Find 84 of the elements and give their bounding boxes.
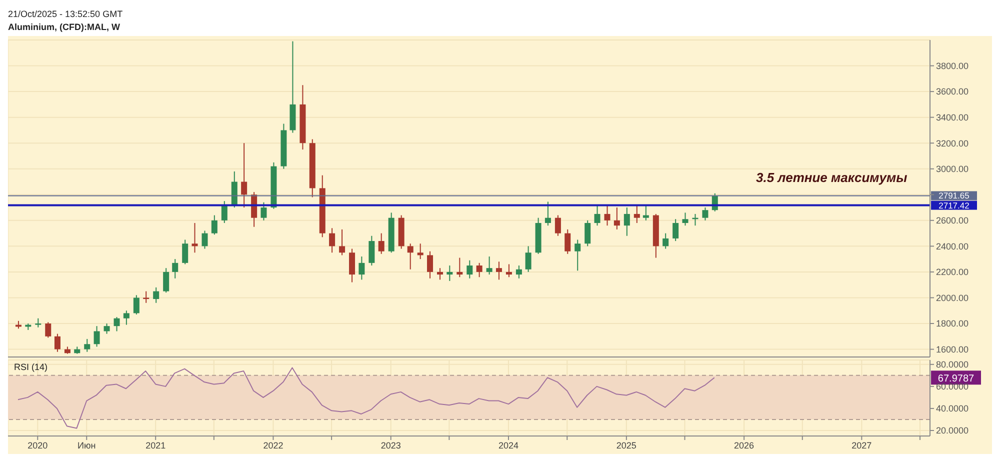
candlestick (84, 338, 90, 352)
candlestick (496, 261, 502, 280)
candlestick (516, 265, 522, 279)
candlestick (525, 246, 532, 272)
candlestick (368, 235, 375, 266)
candlestick (662, 232, 669, 250)
candlestick (349, 248, 356, 283)
candlestick (45, 322, 52, 338)
y-tick-label: 2400.00 (936, 241, 969, 252)
chart-title: Aluminium, (CFD):MAL, W (8, 21, 121, 34)
candlestick (94, 326, 100, 348)
candlestick (182, 239, 188, 265)
x-tick-label: 2025 (616, 440, 636, 450)
y-tick-label: 2600.00 (936, 216, 969, 226)
candlestick (133, 294, 140, 315)
y-tick-label: 1800.00 (936, 318, 969, 329)
candlestick (358, 256, 365, 280)
candlestick (231, 170, 238, 208)
y-tick-label: 3200.00 (936, 138, 969, 148)
candlestick (682, 212, 688, 226)
candlestick (672, 218, 679, 242)
ref-line-label: 2717.42 (938, 200, 970, 210)
y-tick-label: 3000.00 (936, 164, 969, 174)
candlestick (163, 268, 170, 294)
candlestick (594, 204, 600, 226)
x-tick-label: 2022 (263, 440, 284, 450)
candlestick (54, 333, 60, 352)
candlestick (221, 200, 228, 224)
candlestick (564, 228, 571, 254)
candlestick (544, 201, 551, 226)
y-tick-label: 3400.00 (936, 112, 969, 123)
x-tick-label: 2027 (852, 440, 872, 450)
candlestick (642, 204, 649, 221)
candlestick (114, 316, 120, 332)
y-tick-label: 3800.00 (936, 60, 969, 71)
candlestick (614, 207, 620, 230)
candlestick (486, 256, 492, 276)
candlestick (192, 222, 198, 254)
candlestick (104, 322, 110, 334)
candlestick (202, 230, 208, 250)
candlestick (446, 265, 453, 282)
x-tick-label: 2026 (734, 440, 754, 450)
candlestick (417, 243, 424, 260)
chart-title: RSI (14) (14, 362, 48, 372)
candlestick (35, 318, 42, 328)
y-tick-label: 40.0000 (936, 404, 969, 414)
x-tick-label: 2023 (380, 440, 401, 450)
candlestick (476, 262, 482, 278)
candlestick (211, 214, 218, 236)
candlestick (437, 268, 443, 280)
candlestick (506, 264, 512, 278)
candlestick (624, 207, 630, 236)
candlestick (702, 207, 708, 221)
candlestick (574, 239, 581, 272)
y-tick-label: 3600.00 (936, 86, 969, 97)
candlestick (427, 250, 434, 279)
candlestick (241, 142, 248, 208)
candlestick (143, 290, 150, 304)
x-tick-label: 2021 (146, 440, 166, 450)
y-tick-label: 2000.00 (936, 292, 969, 303)
candlestick (554, 214, 561, 236)
y-tick-label: 1600.00 (936, 344, 969, 354)
chart-subtitle: 21/Oct/2025 - 13:52:50 GMT (8, 8, 124, 20)
x-tick-label: 2024 (498, 440, 518, 450)
y-tick-label: 2200.00 (936, 267, 969, 278)
candlestick (407, 243, 414, 270)
candlestick (634, 204, 640, 224)
candlestick (153, 286, 160, 304)
candlestick (123, 310, 130, 326)
candlestick (466, 260, 473, 279)
candlestick (172, 258, 178, 279)
y-tick-label: 80.0000 (936, 360, 969, 370)
candlestick (604, 204, 610, 226)
candlestick (329, 228, 336, 254)
x-tick-label: 2020 (28, 440, 48, 450)
candlestick (584, 220, 591, 247)
candlestick (339, 228, 346, 256)
x-tick-label: Июн (78, 440, 96, 450)
ref-line-label: 2791.65 (938, 190, 970, 201)
candlestick (378, 232, 384, 254)
annotation: 3.5 летние максимумы (756, 170, 908, 185)
candlestick (456, 257, 463, 278)
y-tick-label: 20.0000 (936, 426, 969, 436)
candlestick (260, 202, 267, 221)
